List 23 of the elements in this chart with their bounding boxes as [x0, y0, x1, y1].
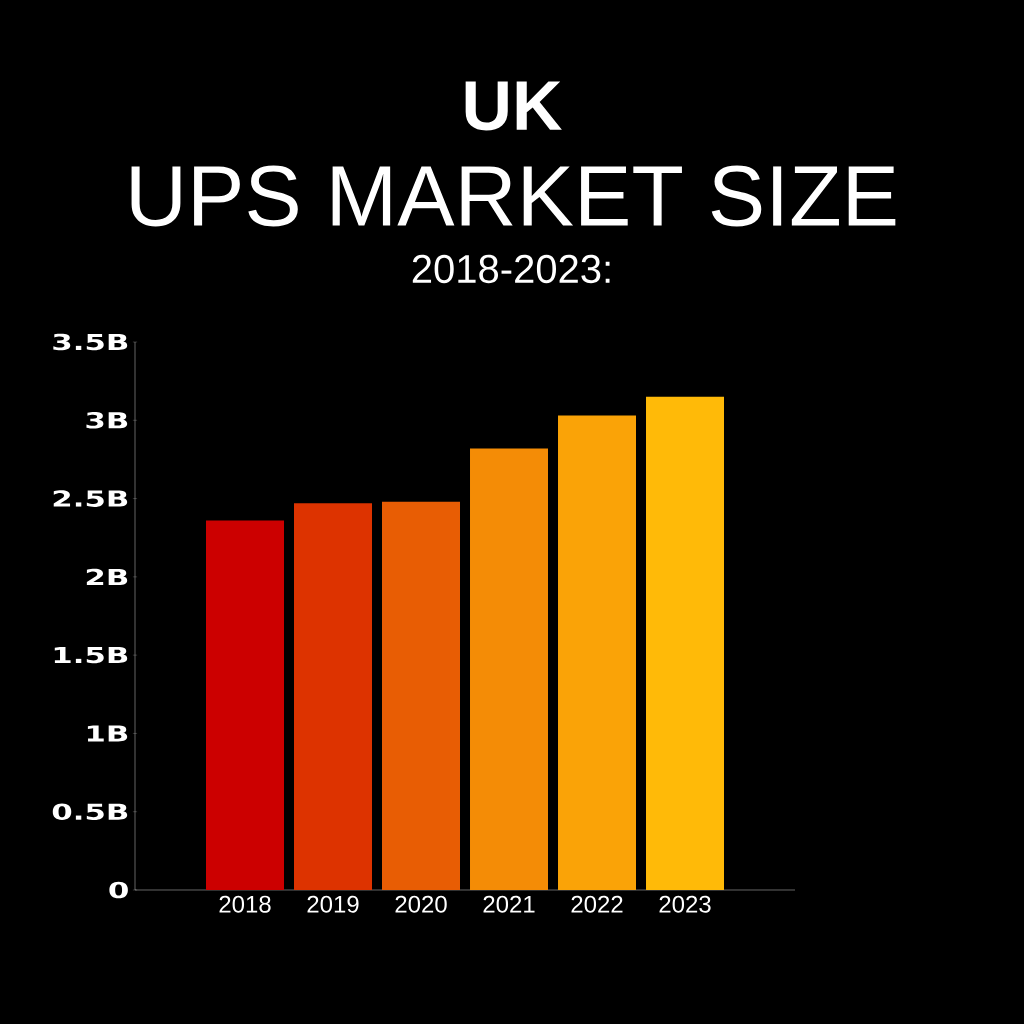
- bar: [206, 520, 284, 890]
- x-tick-label: 2021: [483, 895, 535, 913]
- bar: [558, 415, 636, 890]
- y-tick-label: 3B: [86, 411, 128, 429]
- bar: [294, 503, 372, 890]
- y-tick-label: 0: [109, 881, 128, 899]
- y-tick-label: 1.5B: [54, 646, 128, 664]
- x-tick-label: 2019: [307, 895, 359, 913]
- y-tick-label: 1B: [87, 725, 128, 742]
- y-tick-label: 2.5B: [53, 490, 128, 507]
- x-tick-label: 2020: [395, 895, 447, 913]
- y-tick-label: 3.5B: [53, 333, 128, 351]
- text: 2018-2023:: [412, 254, 610, 284]
- x-tick-label: 2018: [219, 895, 271, 913]
- x-tick-label: 2023: [659, 895, 711, 913]
- x-tick-label: 2022: [571, 895, 623, 913]
- y-tick-label: 0.5B: [52, 803, 128, 821]
- bar: [646, 396, 724, 890]
- bar: [470, 448, 548, 890]
- chart-subtitle: UPS MARKET SIZE: [131, 165, 896, 227]
- chart-title: UK: [465, 81, 562, 131]
- bar: [382, 501, 461, 890]
- y-tick-label: 2B: [86, 568, 128, 586]
